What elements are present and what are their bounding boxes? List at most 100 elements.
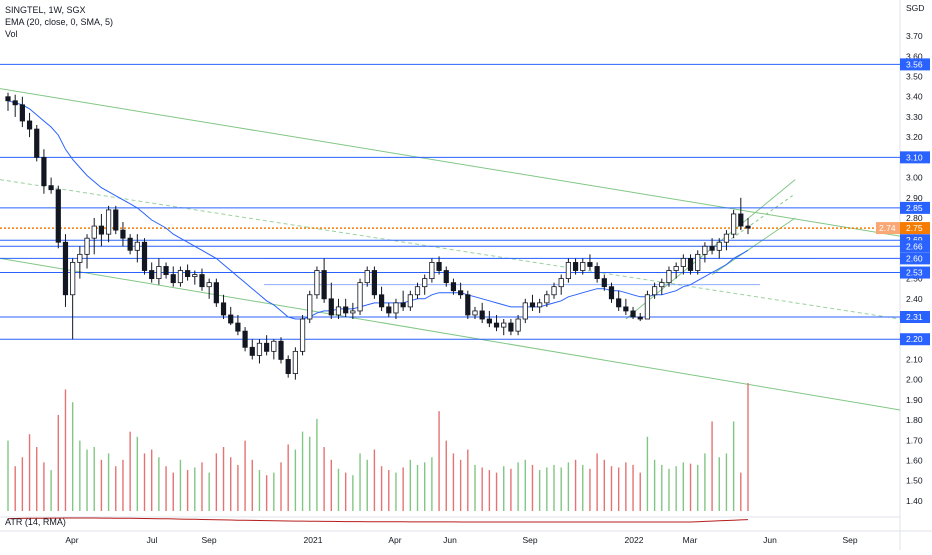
time-tick-label: Apr	[65, 535, 78, 545]
volume-bar	[682, 462, 685, 511]
last-price-tag	[900, 222, 930, 235]
candle-body	[522, 302, 528, 320]
level-tag-3.56	[900, 58, 930, 71]
candle-body	[407, 294, 413, 308]
candle-body	[544, 294, 550, 304]
candle-body	[443, 270, 449, 284]
candle-body	[105, 209, 112, 235]
volume-bar	[172, 472, 174, 511]
candle-body	[235, 322, 241, 332]
candle-body	[378, 294, 385, 308]
price-tick-label: 3.40	[906, 92, 923, 102]
candle-body	[465, 294, 471, 316]
price-tick-label: 3.00	[906, 173, 923, 183]
volume-bar	[567, 462, 570, 511]
time-tick-label: 2022	[625, 535, 644, 545]
price-tick-label: 2.90	[906, 193, 923, 203]
volume-bar	[359, 453, 361, 511]
candle-body	[594, 266, 600, 280]
legend-ema[interactable]: EMA (20, close, 0, SMA, 5)	[5, 17, 114, 27]
volume-bar	[495, 472, 498, 511]
candle-body	[738, 213, 744, 227]
last-price-prev-text: 2.74	[879, 223, 896, 233]
volume-bar	[625, 462, 627, 511]
legend-symbol[interactable]: SINGTEL, 1W, SGX	[5, 5, 86, 15]
price-tick-label: 3.20	[906, 132, 923, 142]
candle-body	[472, 310, 478, 316]
volume-bar	[158, 457, 160, 511]
candle-body	[177, 270, 184, 284]
candle-body	[19, 104, 25, 122]
legend: SINGTEL, 1W, SGX EMA (20, close, 0, SMA,…	[5, 4, 113, 40]
price-tick-label: 3.70	[906, 31, 923, 41]
candle-body	[666, 270, 672, 284]
legend-vol[interactable]: Vol	[5, 29, 18, 39]
candle-body	[364, 270, 370, 284]
price-tick-label: 2.10	[906, 354, 923, 364]
candle-body	[400, 302, 406, 308]
volume-bar	[337, 468, 340, 511]
price-tick-label: 3.30	[906, 112, 923, 122]
candle-body	[565, 262, 571, 280]
time-tick-label: Mar	[683, 535, 698, 545]
candle-body	[702, 245, 708, 255]
volume-bar	[610, 466, 613, 511]
volume-bar	[265, 475, 268, 511]
last-price-tag-text: 2.75	[906, 223, 923, 233]
candle-body	[12, 100, 18, 106]
time-tick-label: Sep	[842, 535, 857, 545]
volume-bar	[301, 431, 304, 511]
candle-body	[228, 314, 234, 324]
volume-bar	[632, 464, 634, 511]
candle-body	[113, 209, 119, 231]
candle-body	[185, 270, 191, 277]
legend-atr[interactable]: ATR (14, RMA)	[5, 517, 66, 527]
candle-body	[479, 310, 485, 320]
volume-bar	[459, 459, 462, 511]
time-tick-label: Sep	[201, 535, 216, 545]
volume-bar	[689, 463, 692, 511]
volume-bar	[524, 459, 526, 511]
candle-body	[120, 229, 126, 239]
price-tick-label: 2.40	[906, 294, 923, 304]
volume-bar	[244, 440, 246, 511]
volume-bar	[661, 464, 663, 511]
candle-body	[608, 286, 615, 300]
candle-body	[731, 213, 737, 235]
volume-bar	[309, 436, 311, 511]
price-tick-label: 3.60	[906, 51, 923, 61]
volume-bar	[488, 470, 491, 511]
volume-bar	[380, 466, 383, 511]
candle-body	[271, 340, 277, 352]
volume-bar	[431, 457, 433, 511]
volume-bar	[43, 462, 45, 511]
level-tag-text: 2.31	[906, 312, 923, 322]
volume-bar	[546, 467, 548, 511]
volume-bar	[740, 472, 742, 511]
volume-bar	[107, 453, 110, 511]
volume-bar	[71, 402, 74, 511]
candle-body	[242, 330, 248, 348]
candle-body	[256, 342, 263, 356]
level-tag-text: 3.56	[906, 59, 923, 69]
candle-body	[264, 342, 270, 352]
volume-bar	[481, 467, 483, 511]
candle-body	[508, 322, 514, 332]
candle-body	[529, 302, 536, 308]
candle-body	[637, 316, 643, 320]
volume-bar	[143, 453, 146, 511]
volume-bar	[100, 459, 103, 511]
level-tag-3.10	[900, 151, 930, 164]
candle-body	[5, 96, 11, 102]
volume-bar	[668, 468, 670, 511]
level-tag-2.85	[900, 201, 930, 214]
candle-body	[328, 298, 334, 316]
candle-body	[572, 262, 579, 271]
volume-bar	[704, 453, 706, 511]
volume-bar	[452, 453, 455, 511]
volume-bar	[258, 470, 261, 511]
candle-body	[558, 278, 564, 288]
candle-body	[630, 310, 636, 318]
